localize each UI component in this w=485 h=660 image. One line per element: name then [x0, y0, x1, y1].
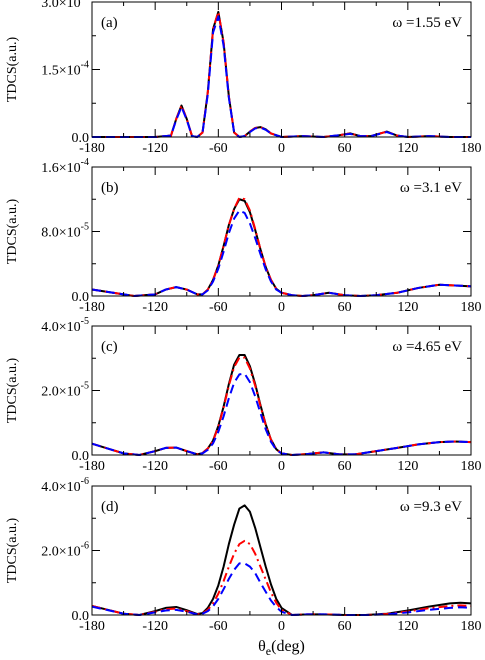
x-axis-title: θe(deg): [258, 638, 305, 658]
x-tick-label: -60: [209, 619, 228, 634]
x-tick-label: 60: [338, 300, 352, 315]
y-axis-label: TDCS(a.u.): [5, 199, 20, 265]
series-line-3: [92, 15, 471, 138]
series-line-2: [91, 539, 472, 616]
y-tick-label: 1.5×10-4: [41, 60, 89, 79]
x-tick-label: 0: [278, 141, 285, 156]
x-tick-label: -180: [79, 300, 105, 315]
y-tick-label: 3.0×10-4: [41, 0, 89, 11]
x-tick-label: 0: [278, 619, 285, 634]
series-line-1: [91, 354, 472, 456]
photon-energy-annotation: ω =1.55 eV: [392, 15, 462, 31]
series-line-3: [91, 209, 472, 297]
x-tick-label: 120: [397, 141, 418, 156]
series-line-2: [91, 356, 472, 456]
panel-label: (b): [101, 180, 119, 196]
x-tick-label: 180: [461, 619, 482, 634]
panel-label: (c): [101, 339, 118, 355]
photon-energy-annotation: ω =4.65 eV: [392, 339, 462, 355]
y-tick-label: 4.0×10-6: [41, 476, 89, 495]
y-tick-label: 0.0: [72, 449, 90, 464]
series-line-3: [91, 372, 472, 456]
x-tick-label: -180: [79, 141, 105, 156]
x-tick-label: -180: [79, 459, 105, 474]
panel-1: -180 -120 -60 0 60 120 180 0.0 1.5×10-4 3.0×10-4 T…: [5, 0, 482, 156]
y-tick-label: 1.6×10-4: [41, 157, 89, 176]
series-line-1: [91, 198, 472, 297]
panel-label: (a): [101, 15, 118, 31]
y-tick-label: 2.0×10-6: [41, 541, 89, 560]
x-tick-label: -180: [79, 619, 105, 634]
panel-label: (d): [101, 499, 119, 515]
x-tick-label: 0: [278, 459, 285, 474]
panel-4: -180 -120 -60 0 60 120 180 0.0 2.0×10-6 4.0×10-6 T…: [5, 476, 482, 634]
x-tick-label: 60: [338, 619, 352, 634]
y-tick-label: 0.0: [72, 290, 90, 305]
y-tick-label: 2.0×10-5: [41, 381, 89, 400]
y-axis-label: TDCS(a.u.): [5, 518, 20, 584]
y-tick-label: 8.0×10-5: [41, 222, 89, 241]
x-tick-label: 0: [278, 300, 285, 315]
y-axis-label: TDCS(a.u.): [5, 358, 20, 424]
x-tick-label: -120: [142, 141, 168, 156]
y-tick-label: 4.0×10-5: [41, 316, 89, 335]
series-line-1: [91, 504, 472, 616]
x-tick-label: 60: [338, 141, 352, 156]
series-line-2: [91, 196, 472, 297]
x-tick-label: 60: [338, 459, 352, 474]
x-tick-label: -60: [209, 141, 228, 156]
x-tick-label: 180: [461, 300, 482, 315]
x-tick-label: -120: [142, 300, 168, 315]
photon-energy-annotation: ω =9.3 eV: [400, 499, 462, 515]
y-tick-label: 0.0: [72, 131, 90, 146]
x-tick-label: 120: [397, 619, 418, 634]
x-tick-label: -60: [209, 459, 228, 474]
y-tick-label: 0.0: [72, 609, 90, 624]
panel-3: -180 -120 -60 0 60 120 180 0.0 2.0×10-5 4.0×10-5 T…: [5, 316, 482, 474]
x-tick-label: 180: [461, 141, 482, 156]
x-tick-label: -120: [142, 459, 168, 474]
x-tick-label: 120: [397, 459, 418, 474]
x-tick-label: 120: [397, 300, 418, 315]
photon-energy-annotation: ω =3.1 eV: [400, 180, 462, 196]
y-axis-label: TDCS(a.u.): [5, 37, 20, 103]
x-tick-label: 180: [461, 459, 482, 474]
x-tick-label: -60: [209, 300, 228, 315]
x-tick-label: -120: [142, 619, 168, 634]
panel-2: -180 -120 -60 0 60 120 180 0.0 8.0×10-5 1.6×10-4 T…: [5, 157, 482, 315]
